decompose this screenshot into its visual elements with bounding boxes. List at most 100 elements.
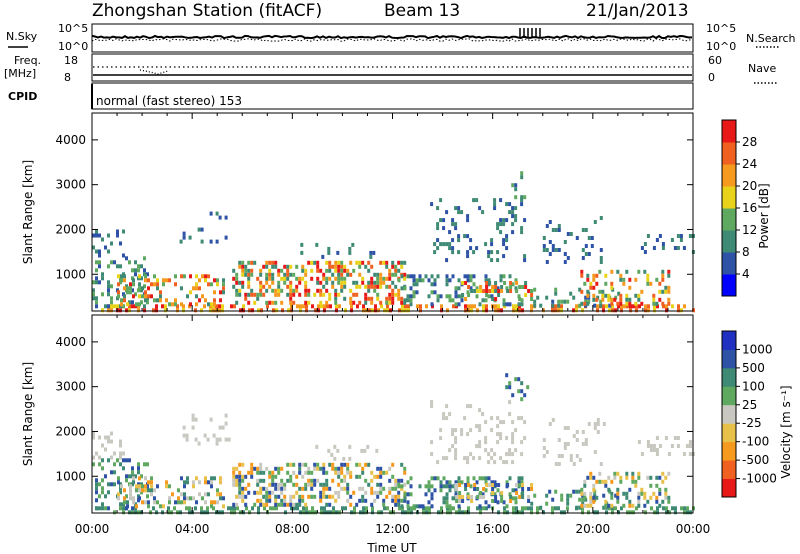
- power-cell: [340, 268, 344, 273]
- velocity-cell: [189, 496, 192, 501]
- velocity-cell: [280, 482, 284, 487]
- power-cell: [110, 284, 113, 289]
- velocity-cell: [147, 500, 150, 505]
- power-cell: [110, 308, 113, 313]
- velocity-cell: [259, 462, 263, 467]
- velocity-cell: [213, 500, 216, 505]
- velocity-cell: [551, 506, 554, 511]
- power-cell: [283, 276, 287, 281]
- power-cell: [265, 300, 269, 305]
- power-cell: [241, 264, 245, 269]
- velocity-cell: [505, 452, 509, 457]
- power-cell: [511, 222, 515, 227]
- velocity-cell: [662, 506, 665, 511]
- velocity-cell: [391, 486, 395, 491]
- velocity-cell: [379, 490, 383, 495]
- velocity-cell: [583, 491, 587, 496]
- velocity-cell: [455, 510, 458, 515]
- velocity-cell: [427, 484, 431, 489]
- velocity-cell: [138, 488, 141, 493]
- velocity-cell: [343, 462, 347, 467]
- power-cell: [101, 276, 104, 281]
- power-cell: [469, 246, 473, 251]
- velocity-cell: [514, 377, 518, 382]
- velocity-cell: [655, 483, 659, 488]
- power-cell: [274, 288, 278, 293]
- velocity-cell: [460, 480, 464, 485]
- velocity-cell: [186, 480, 189, 485]
- velocity-cell: [117, 492, 120, 497]
- velocity-cell: [467, 510, 470, 515]
- velocity-cell: [508, 476, 512, 481]
- velocity-cell: [311, 510, 314, 515]
- power-cell: [499, 274, 503, 279]
- velocity-cell: [400, 486, 404, 491]
- power-cell: [143, 308, 146, 313]
- velocity-cell: [406, 504, 410, 509]
- velocity-cell: [180, 476, 183, 481]
- power-cell: [343, 268, 347, 273]
- velocity-ytick-label: 3000: [55, 380, 86, 394]
- velocity-colorbar-tick: -25: [742, 416, 762, 430]
- velocity-cell: [122, 458, 125, 463]
- power-cell: [391, 300, 395, 305]
- velocity-cell: [505, 460, 509, 465]
- velocity-cell: [349, 502, 353, 507]
- velocity-cell: [595, 479, 599, 484]
- power-cell: [331, 272, 335, 277]
- power-cell: [209, 239, 213, 244]
- velocity-cell: [470, 495, 474, 499]
- velocity-cell: [371, 506, 374, 511]
- velocity-cell: [665, 510, 668, 515]
- power-cell: [421, 278, 425, 283]
- power-ytick-label: 4000: [55, 133, 86, 147]
- power-cell: [132, 282, 135, 287]
- power-cell: [292, 300, 296, 305]
- velocity-cell: [398, 506, 401, 511]
- velocity-cell: [514, 488, 518, 493]
- velocity-cell: [523, 420, 527, 425]
- power-cell: [256, 276, 260, 281]
- power-cell: [304, 292, 308, 297]
- velocity-cell: [656, 506, 659, 511]
- velocity-cell: [206, 510, 209, 515]
- power-cell: [619, 301, 623, 306]
- power-cell: [485, 293, 489, 297]
- power-cell: [367, 284, 371, 289]
- power-cell: [391, 292, 395, 297]
- power-cell: [485, 308, 488, 313]
- power-cell: [482, 308, 485, 313]
- velocity-cell: [241, 462, 245, 467]
- velocity-cell: [448, 484, 452, 489]
- freq-tick-low: 8: [64, 71, 71, 84]
- power-cell: [599, 303, 603, 308]
- velocity-cell: [625, 495, 629, 500]
- velocity-cell: [348, 456, 352, 461]
- velocity-cell: [616, 495, 620, 500]
- velocity-cell: [458, 483, 462, 487]
- velocity-cell: [319, 490, 323, 495]
- power-cell: [292, 272, 296, 277]
- power-cell: [367, 288, 371, 293]
- power-cell: [388, 296, 392, 301]
- power-cell: [301, 268, 305, 273]
- velocity-cell: [409, 484, 413, 489]
- power-cell: [572, 295, 576, 300]
- velocity-cell: [517, 480, 521, 485]
- velocity-cell: [307, 482, 311, 487]
- power-cell: [514, 195, 518, 200]
- velocity-cell: [206, 506, 209, 511]
- power-cell: [542, 248, 546, 252]
- velocity-cell: [484, 420, 488, 425]
- velocity-cell: [168, 496, 171, 501]
- power-cell: [283, 264, 287, 269]
- velocity-cell: [478, 408, 482, 413]
- velocity-cell: [451, 428, 455, 433]
- velocity-cell: [116, 458, 119, 463]
- velocity-cell: [610, 479, 614, 484]
- power-cell: [322, 292, 326, 297]
- power-cell: [168, 302, 171, 307]
- velocity-cell: [141, 500, 144, 505]
- velocity-cell: [216, 492, 219, 497]
